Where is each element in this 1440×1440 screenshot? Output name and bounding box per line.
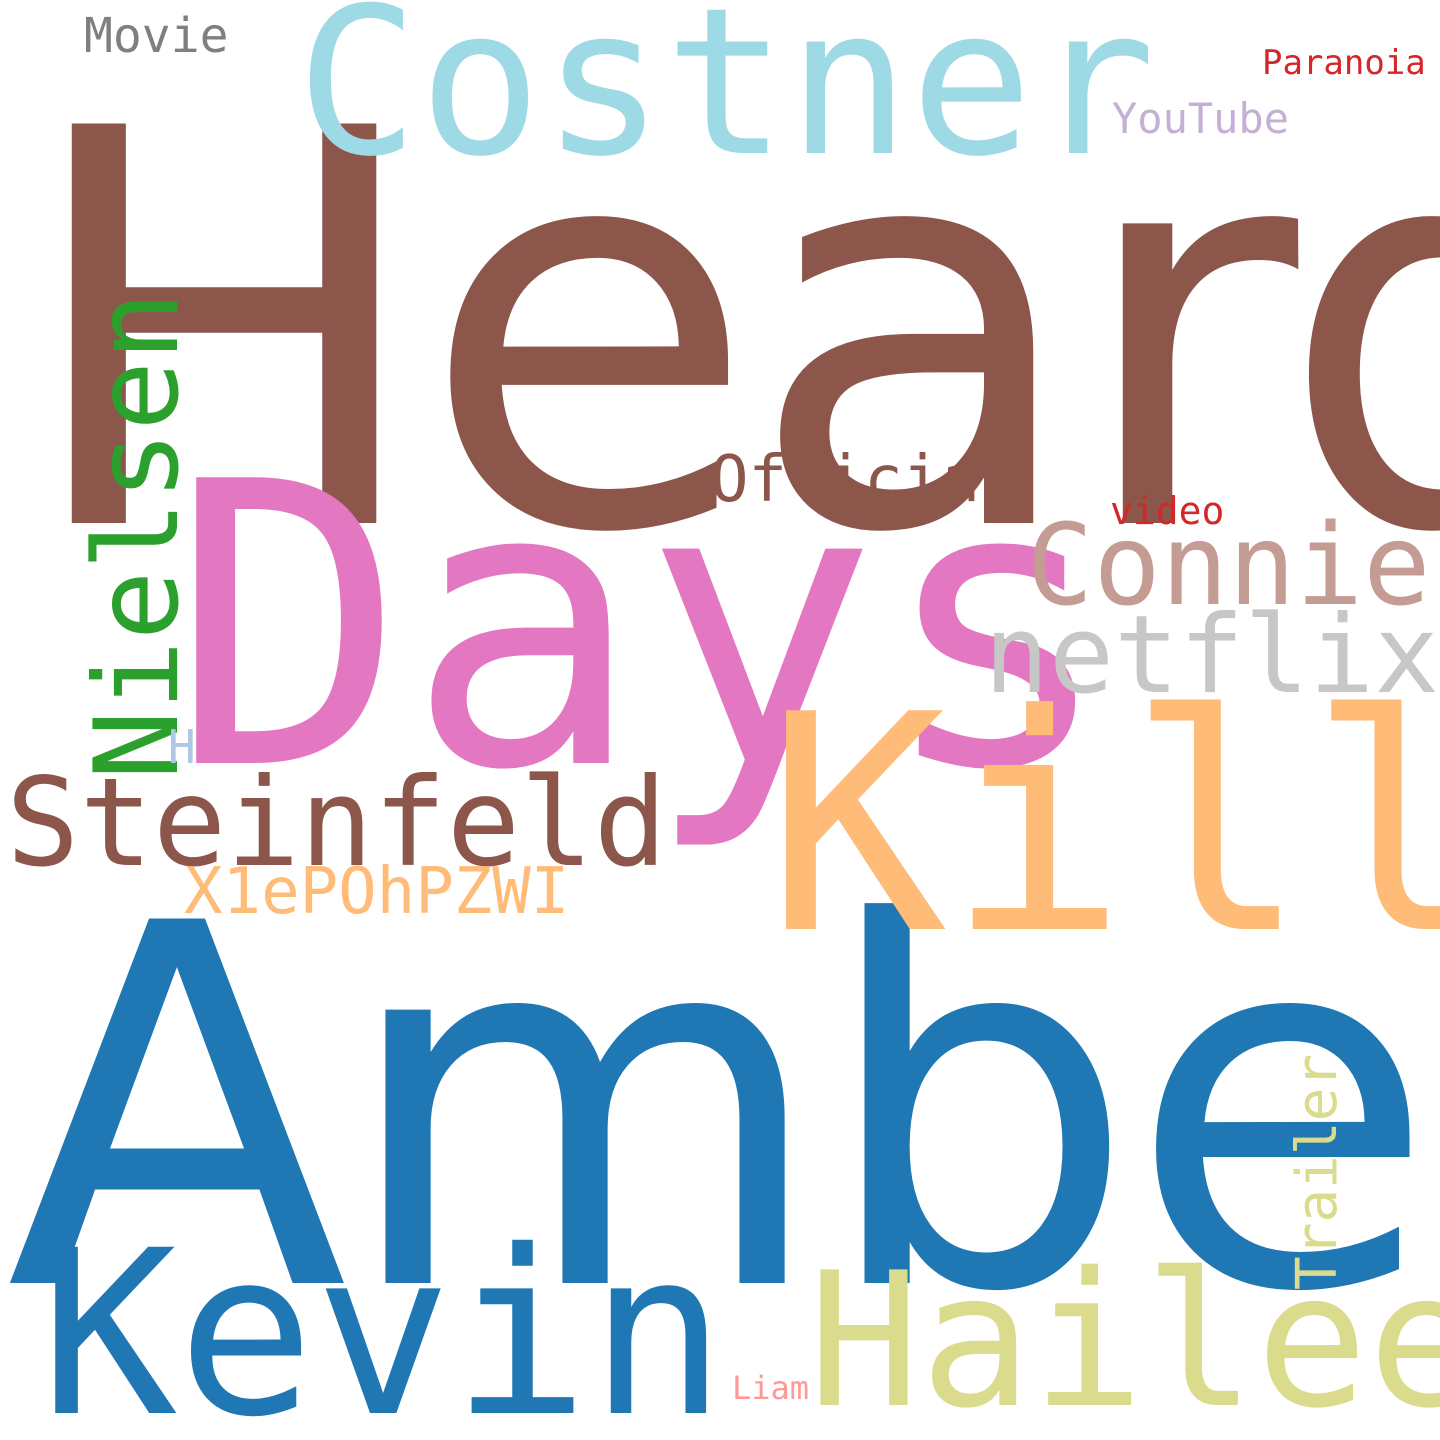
word-x1epohpzwi: X1ePOhPZWI [184,855,570,929]
word-kevin: Kevin [40,1201,727,1440]
word-trailer: Trailer [1285,1053,1350,1290]
word-heard: Heard [18,15,1440,653]
word-official: Official [710,443,1019,517]
word-netflix: netflix [984,593,1440,718]
word-youtube: YouTube [1112,94,1290,143]
word-liam: Liam [732,1369,810,1407]
word-connie: Connie [1026,501,1431,631]
word-video: video [1110,489,1225,533]
word-hd: HD [168,720,224,774]
word-amber: Amber [6,819,1440,1401]
word-hailee: Hailee [808,1232,1440,1440]
word-paranoia: Paranoia [1262,43,1426,83]
word-days: Days [170,400,1115,856]
word-steinfeld: Steinfeld [6,752,668,894]
word-kill: Kill [766,651,1440,1000]
word-costner: Costner [296,0,1156,202]
word-movie: Movie [84,8,229,64]
